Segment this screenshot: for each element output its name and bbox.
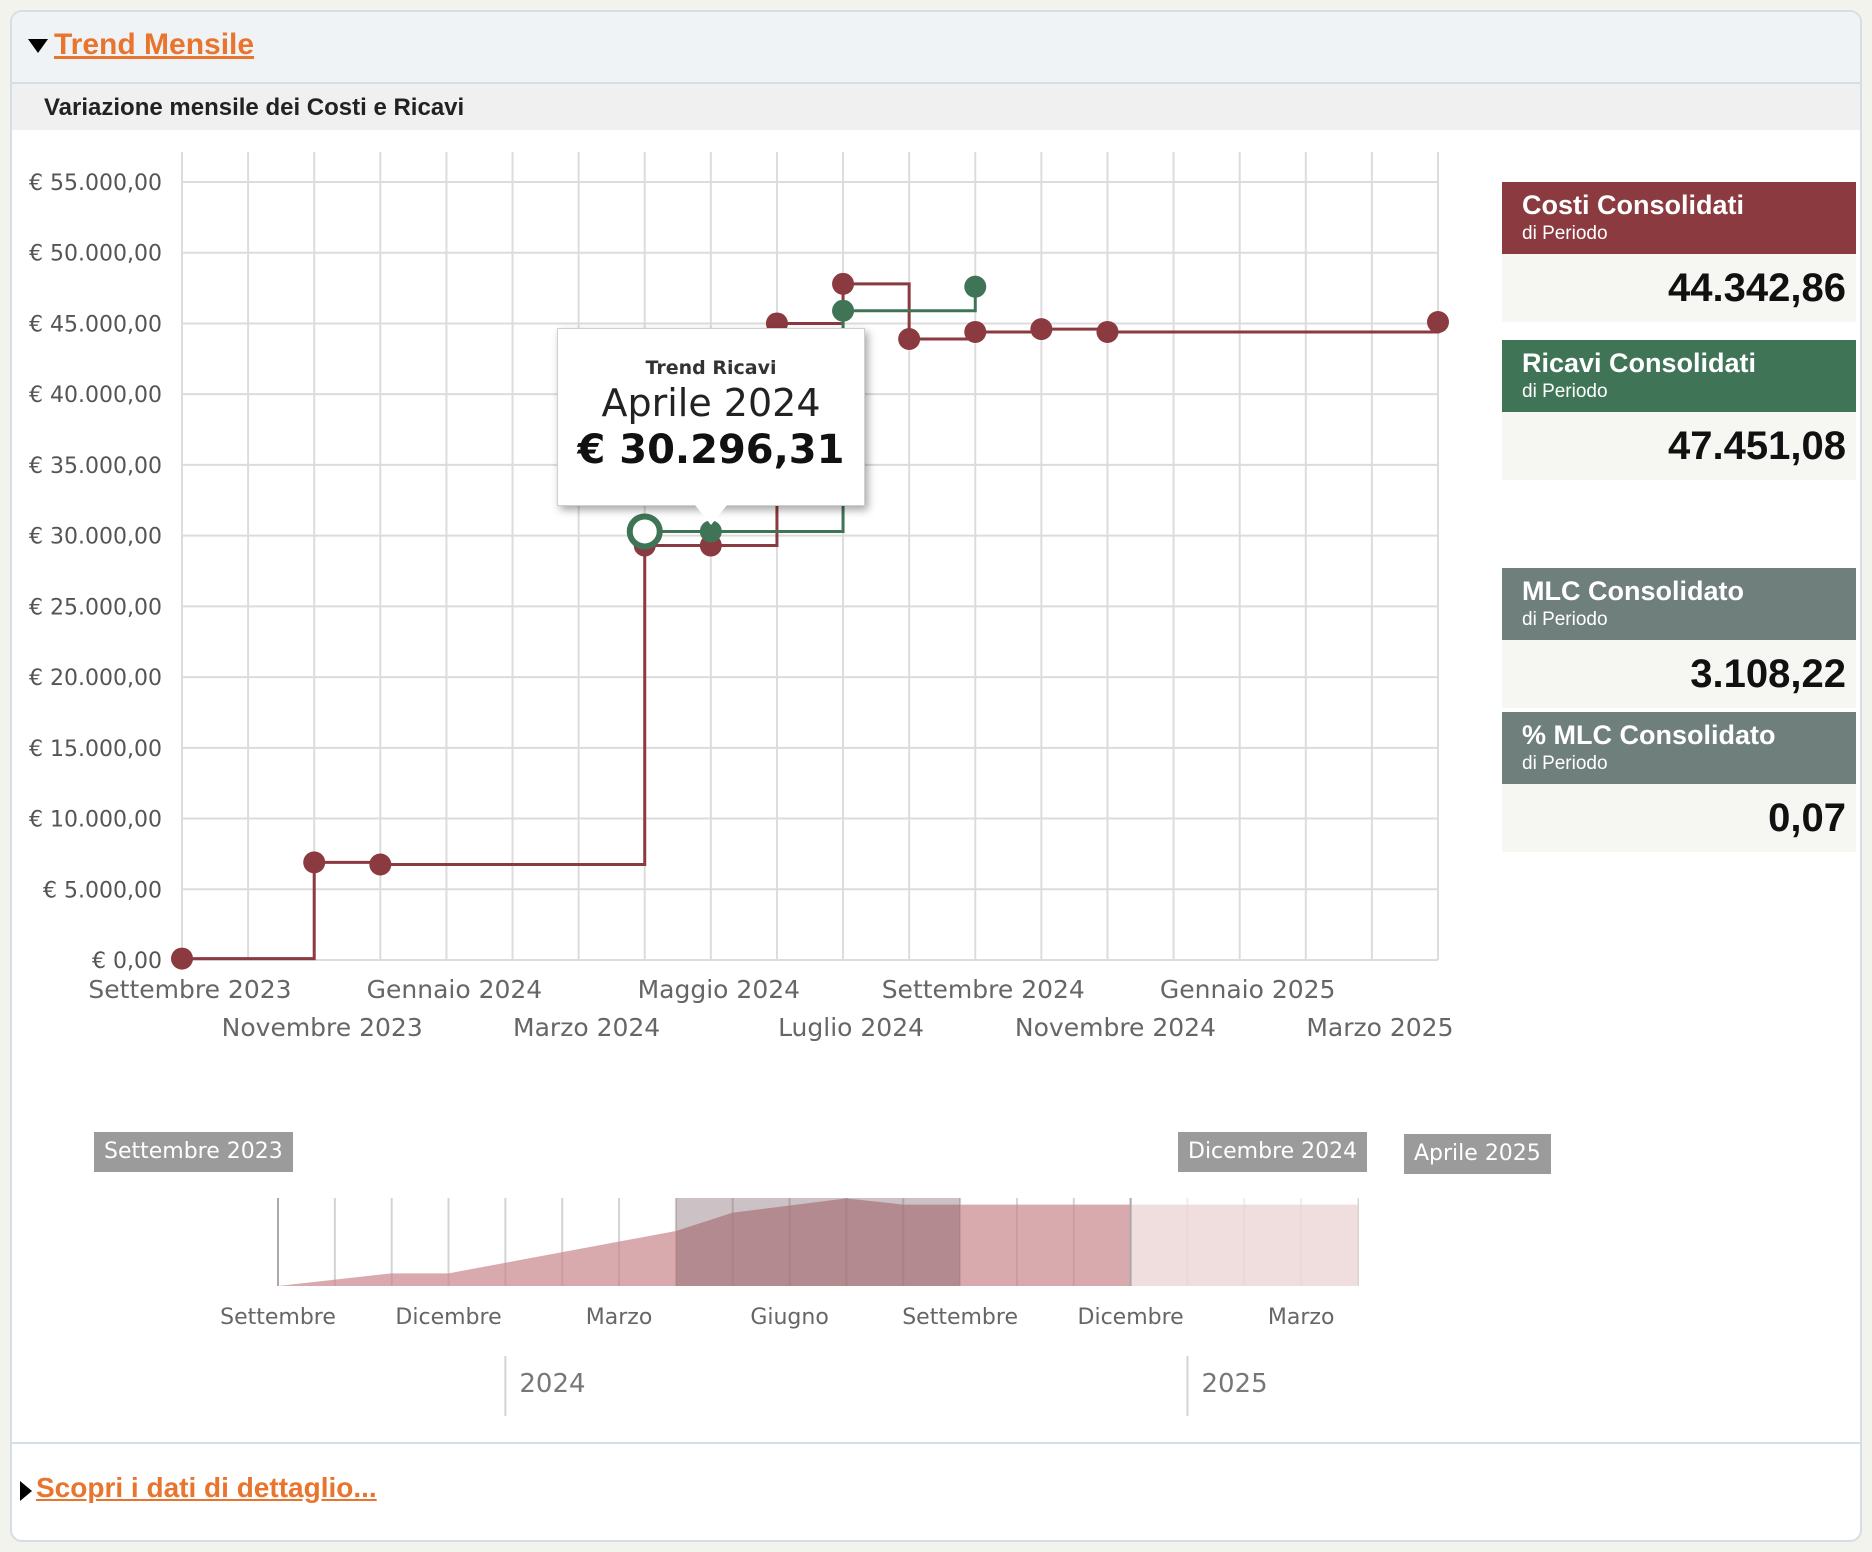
navigator-month-label: Dicembre xyxy=(1078,1305,1184,1330)
navigator-month-label: Giugno xyxy=(750,1305,828,1330)
navigator-unselected-overlay xyxy=(1130,1198,1358,1286)
panel-title-link[interactable]: Trend Mensile xyxy=(54,28,255,61)
chart-tooltip: Trend Ricavi Aprile 2024 € 30.296,31 xyxy=(557,328,865,525)
kpi-mlc-percent: % MLC Consolidato di Periodo 0,07 xyxy=(1502,712,1856,852)
data-point xyxy=(1096,320,1119,343)
tooltip-month: Aprile 2024 xyxy=(601,381,821,425)
data-point xyxy=(964,320,987,343)
hovered-point-marker xyxy=(626,513,663,550)
navigator-area xyxy=(278,1198,1358,1286)
panel-header: Trend Mensile xyxy=(12,12,1860,84)
y-tick-label: € 10.000,00 xyxy=(29,808,162,833)
kpi-mlc-percent-subtitle: di Periodo xyxy=(1522,753,1608,774)
y-tick-label: € 35.000,00 xyxy=(29,454,162,479)
trend-chart[interactable]: € 0,00 € 5.000,00 € 10.000,00 € 15.000,00 € … xyxy=(12,12,1862,1432)
kpi-mlc-percent-title: % MLC Consolidato xyxy=(1522,720,1776,750)
kpi-costi-header: Costi Consolidati di Periodo xyxy=(1502,182,1856,254)
navigator-month-label: Settembre xyxy=(902,1305,1018,1330)
navigator-flag-max: Aprile 2025 xyxy=(1404,1134,1551,1174)
y-tick-label: € 45.000,00 xyxy=(29,312,162,337)
data-point xyxy=(832,272,855,295)
navigator-flag-end[interactable]: Dicembre 2024 xyxy=(1178,1132,1368,1172)
y-tick-label: € 15.000,00 xyxy=(29,737,162,762)
data-point xyxy=(1427,311,1449,334)
data-point xyxy=(303,851,326,874)
x-tick-label: Gennaio 2025 xyxy=(1160,975,1336,1004)
x-tick-label: Settembre 2024 xyxy=(882,975,1085,1004)
y-tick-label: € 40.000,00 xyxy=(29,383,162,408)
x-tick-label: Novembre 2023 xyxy=(222,1013,423,1042)
x-tick-label: Novembre 2024 xyxy=(1015,1013,1216,1042)
navigator-month-label: Settembre xyxy=(220,1305,336,1330)
y-tick-label: € 50.000,00 xyxy=(29,242,162,267)
kpi-ricavi: Ricavi Consolidati di Periodo 47.451,08 xyxy=(1502,340,1856,480)
kpi-mlc: MLC Consolidato di Periodo 3.108,22 xyxy=(1502,568,1856,708)
navigator-selection-window xyxy=(675,1198,961,1286)
kpi-costi: Costi Consolidati di Periodo 44.342,86 xyxy=(1502,182,1856,322)
details-link[interactable]: Scopri i dati di dettaglio... xyxy=(36,1472,377,1503)
kpi-costi-value: 44.342,86 xyxy=(1502,254,1856,322)
kpi-costi-title: Costi Consolidati xyxy=(1522,190,1744,220)
tooltip-title: Trend Ricavi xyxy=(645,357,777,379)
data-point xyxy=(699,520,722,543)
navigator-month-label: Dicembre xyxy=(395,1305,501,1330)
x-tick-label: Gennaio 2024 xyxy=(367,975,543,1004)
kpi-ricavi-subtitle: di Periodo xyxy=(1522,381,1608,402)
chart-subtitle-bar: Variazione mensile dei Costi e Ricavi xyxy=(12,84,1860,130)
data-point xyxy=(171,947,193,970)
kpi-mlc-title: MLC Consolidato xyxy=(1522,576,1744,606)
kpi-mlc-percent-header: % MLC Consolidato di Periodo xyxy=(1502,712,1856,784)
expand-caret-icon[interactable] xyxy=(20,1481,32,1501)
y-tick-label: € 55.000,00 xyxy=(29,171,162,196)
x-tick-label: Marzo 2024 xyxy=(513,1013,660,1042)
y-tick-label: € 0,00 xyxy=(92,949,162,974)
chart-subtitle: Variazione mensile dei Costi e Ricavi xyxy=(44,94,465,121)
kpi-mlc-percent-value: 0,07 xyxy=(1502,784,1856,852)
data-point xyxy=(832,299,855,322)
data-point xyxy=(964,275,987,298)
x-tick-label: Marzo 2025 xyxy=(1306,1013,1453,1042)
footer-divider xyxy=(12,1442,1860,1444)
data-point xyxy=(1030,318,1053,341)
kpi-mlc-header: MLC Consolidato di Periodo xyxy=(1502,568,1856,640)
data-point xyxy=(369,853,392,876)
y-tick-label: € 30.000,00 xyxy=(29,525,162,550)
kpi-ricavi-header: Ricavi Consolidati di Periodo xyxy=(1502,340,1856,412)
y-tick-label: € 20.000,00 xyxy=(29,666,162,691)
tooltip-value: € 30.296,31 xyxy=(577,427,845,473)
kpi-ricavi-title: Ricavi Consolidati xyxy=(1522,348,1757,378)
y-tick-label: € 25.000,00 xyxy=(29,595,162,620)
x-tick-label: Luglio 2024 xyxy=(778,1013,924,1042)
trend-panel: Trend Mensile Variazione mensile dei Cos… xyxy=(10,10,1862,1542)
navigator-year-label: 2024 xyxy=(519,1369,585,1399)
navigator-flag-start[interactable]: Settembre 2023 xyxy=(94,1132,293,1172)
collapse-caret-icon[interactable] xyxy=(28,39,48,53)
x-tick-label: Settembre 2023 xyxy=(88,975,291,1004)
kpi-mlc-subtitle: di Periodo xyxy=(1522,609,1608,630)
navigator-month-label: Marzo xyxy=(1268,1305,1335,1330)
data-point xyxy=(898,328,921,351)
navigator-year-label: 2025 xyxy=(1201,1369,1267,1399)
x-tick-label: Maggio 2024 xyxy=(638,975,800,1004)
kpi-costi-subtitle: di Periodo xyxy=(1522,223,1608,244)
kpi-mlc-value: 3.108,22 xyxy=(1502,640,1856,708)
y-tick-label: € 5.000,00 xyxy=(43,878,162,903)
kpi-ricavi-value: 47.451,08 xyxy=(1502,412,1856,480)
navigator-month-label: Marzo xyxy=(586,1305,653,1330)
